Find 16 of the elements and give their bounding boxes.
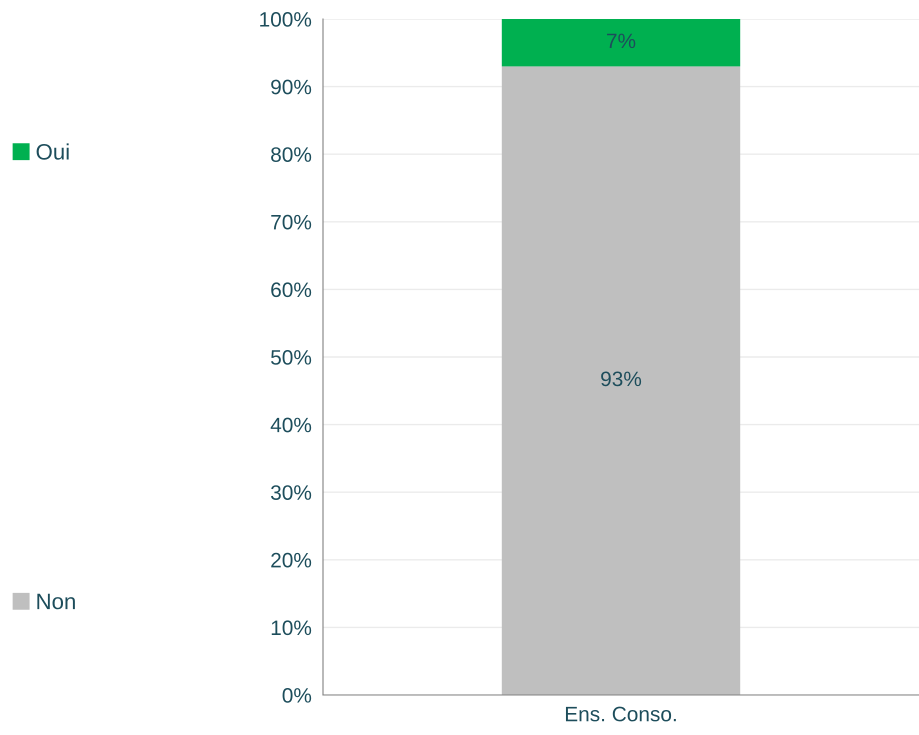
y-tick-label: 40% [270,418,312,432]
y-tick-label: 90% [271,80,312,94]
y-tick-label: 80% [271,147,312,162]
legend-label: Non [37,594,75,610]
y-tick-label: 60% [271,282,312,298]
y-tick-label: 30% [270,485,312,500]
y-tick-label: 20% [271,552,312,568]
x-tick-label: Ens. Conso. [566,706,676,722]
y-tick-label: 100% [260,12,312,27]
legend-label: Oui [36,143,69,160]
data-label: 93% [601,372,642,386]
y-tick-label: 0% [282,688,312,703]
y-tick-label: 50% [271,350,312,365]
y-tick-label: 70% [271,214,312,230]
data-label: 7% [607,34,636,48]
y-tick-label: 10% [272,620,312,636]
